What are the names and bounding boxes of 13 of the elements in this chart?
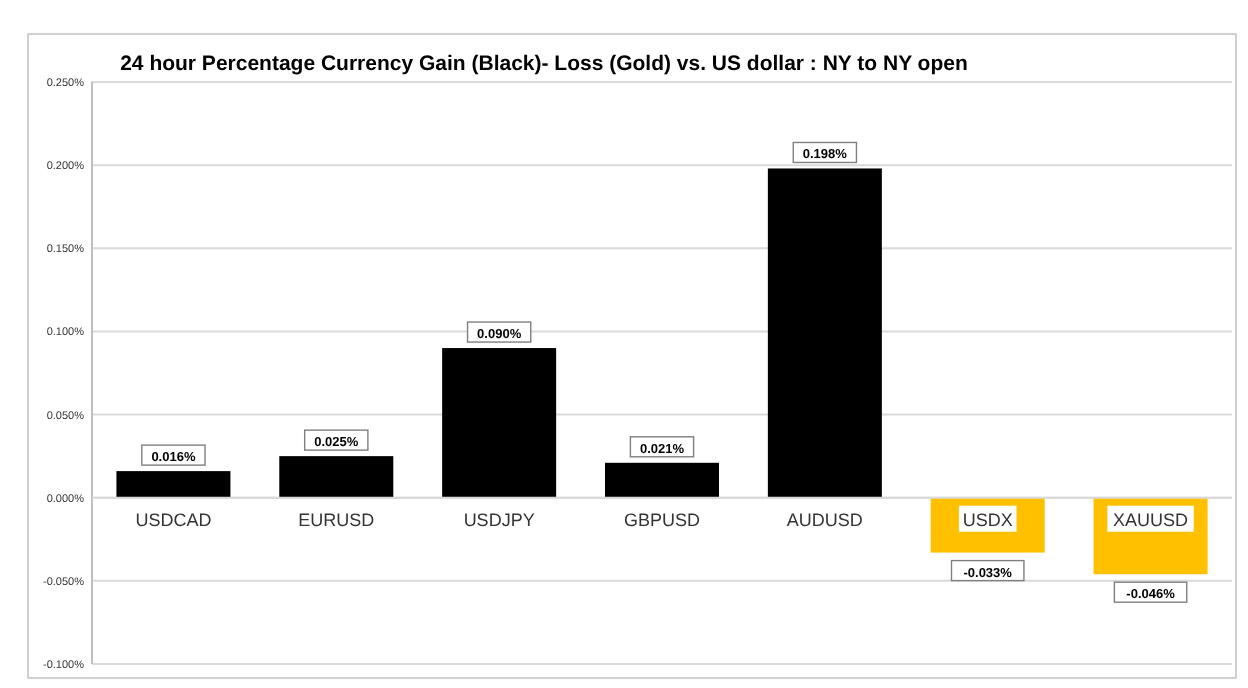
x-tick-label: XAUUSD: [1113, 509, 1190, 530]
bar: [279, 456, 394, 498]
x-tick-label: USDX: [962, 509, 1013, 530]
x-tick-label: AUDUSD: [786, 509, 864, 530]
x-tick-label: EURUSD: [298, 509, 376, 530]
x-tick-label: USDJPY: [463, 509, 535, 530]
bar: [442, 348, 557, 498]
x-tick-label: GBPUSD: [623, 509, 701, 530]
chart-title: 24 hour Percentage Currency Gain (Black)- Loss (Gold) vs. US dollar : NY to NY open: [120, 52, 968, 76]
x-tick-label: USDCAD: [135, 509, 213, 530]
bar: [116, 471, 231, 498]
bar: [767, 168, 882, 498]
bar: [605, 462, 719, 498]
